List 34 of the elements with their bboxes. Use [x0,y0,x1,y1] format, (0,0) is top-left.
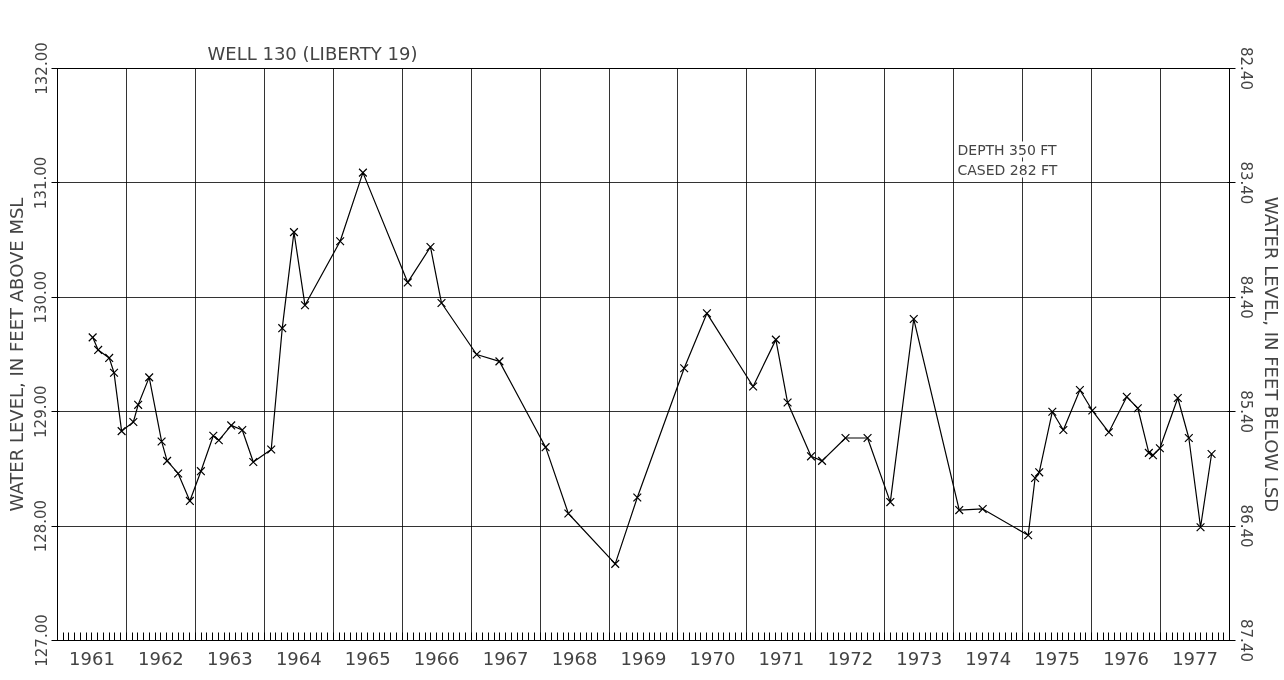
x-tick-label: 1964 [275,647,322,669]
x-tick-label: 1977 [1172,647,1218,669]
y-tick-label: 131.00 [32,156,51,210]
x-tick-label: 1967 [482,647,529,669]
y2-tick-label: 86.40 [1236,504,1255,548]
y2-tick-label: 82.40 [1236,47,1255,90]
x-tick-label: 1971 [758,647,805,669]
x-tick-label: 1965 [344,647,391,669]
x-tick-label: 1975 [1034,647,1081,669]
x-tick-label: 1961 [69,647,115,669]
y2-tick-label: 84.40 [1236,275,1255,319]
x-tick-label: 1968 [551,647,598,669]
x-tick-label: 1974 [965,647,1012,669]
annotation: DEPTH 350 FT [957,141,1058,158]
x-tick-label: 1966 [413,647,460,669]
annotation: CASED 282 FT [957,161,1058,178]
y2-axis-title: WATER LEVEL, IN FEET BELOW LSD [1260,196,1282,513]
y2-tick-label: 83.40 [1236,161,1255,205]
x-tick-label: 1973 [896,647,943,669]
y-tick-label: 128.00 [32,499,51,553]
y2-tick-label: 85.40 [1236,390,1255,434]
x-tick-label: 1976 [1103,647,1149,669]
y-axis-title: WATER LEVEL, IN FEET ABOVE MSL [5,197,27,512]
y-tick-label: 130.00 [32,271,51,324]
x-tick-label: 1969 [620,647,667,669]
y2-tick-label: 87.40 [1236,619,1255,662]
y-tick-label: 132.00 [32,42,51,95]
x-tick-label: 1972 [827,647,874,669]
y-tick-label: 127.00 [32,614,51,667]
x-tick-label: 1962 [138,647,184,669]
chart-title: WELL 130 (LIBERTY 19) [207,42,418,64]
y-tick-label: 129.00 [32,385,51,438]
x-tick-label: 1963 [206,647,253,669]
x-tick-label: 1970 [689,647,736,669]
